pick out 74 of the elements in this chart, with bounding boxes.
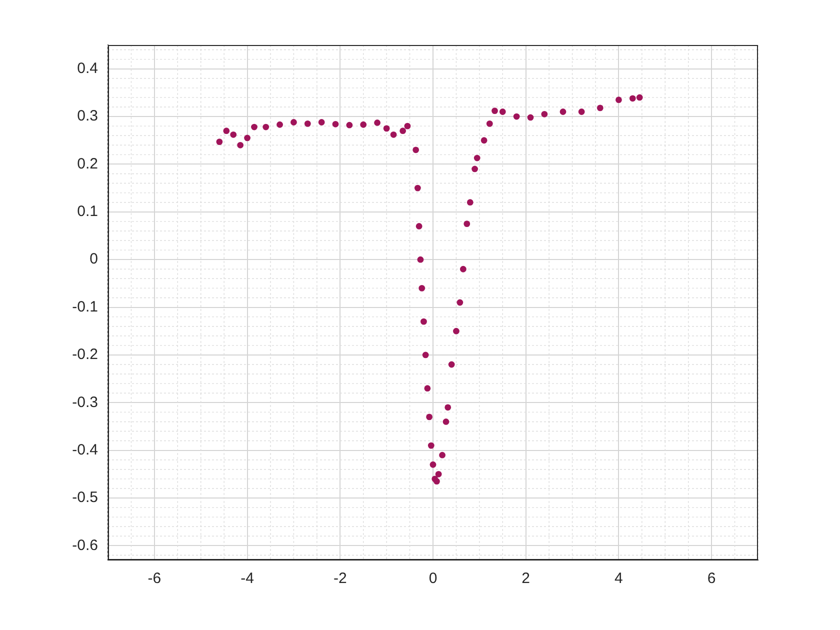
point	[435, 470, 442, 478]
x-tick-label: 6	[707, 570, 716, 588]
point	[383, 125, 390, 132]
point	[527, 114, 534, 121]
point	[499, 108, 506, 115]
point	[374, 120, 380, 126]
point	[430, 461, 436, 468]
x-tick-label: -6	[148, 570, 162, 588]
point	[474, 154, 480, 162]
point	[237, 142, 244, 148]
point	[360, 121, 367, 128]
point	[460, 266, 466, 272]
point	[404, 122, 411, 130]
point	[420, 318, 427, 325]
x-tick-label: -4	[240, 570, 254, 588]
point	[453, 328, 460, 334]
point	[578, 108, 585, 115]
point	[541, 110, 548, 118]
point	[244, 134, 250, 142]
point	[223, 128, 230, 134]
point	[480, 137, 488, 144]
point	[332, 120, 339, 128]
y-tick-label: 0.1	[77, 203, 98, 220]
point	[428, 442, 434, 449]
y-tick-label: 0.2	[77, 155, 98, 172]
point	[486, 120, 493, 127]
y-tick-label: -0.2	[72, 346, 98, 364]
point	[251, 124, 258, 130]
point	[290, 119, 297, 126]
point	[414, 184, 421, 192]
y-tick-label: -0.5	[72, 489, 98, 506]
point	[400, 128, 406, 134]
point	[466, 199, 474, 206]
y-tick-label: -0.3	[72, 394, 98, 411]
y-tick-label: -0.1	[72, 298, 98, 316]
point	[276, 121, 283, 128]
point	[417, 256, 424, 263]
x-tick-label: -2	[333, 570, 347, 588]
point	[304, 120, 311, 127]
point	[456, 299, 464, 306]
point	[426, 414, 432, 420]
point	[422, 352, 429, 358]
point	[230, 131, 237, 138]
point	[262, 124, 270, 130]
point	[390, 131, 397, 138]
point	[424, 385, 431, 392]
point	[448, 361, 455, 368]
point	[434, 478, 440, 485]
y-tick-label: 0.3	[77, 108, 98, 125]
point	[346, 122, 353, 128]
point	[596, 104, 604, 112]
point	[472, 166, 478, 172]
y-tick-label: -0.6	[72, 536, 98, 554]
point	[560, 108, 566, 115]
point	[492, 108, 498, 114]
point	[616, 96, 622, 104]
point	[318, 119, 325, 126]
point	[444, 404, 452, 411]
point	[442, 418, 450, 425]
point	[216, 138, 223, 145]
point	[636, 94, 643, 101]
point	[412, 146, 420, 154]
point	[464, 220, 470, 228]
y-tick-label: 0.4	[77, 60, 98, 77]
x-tick-label: 4	[614, 570, 623, 588]
y-tick-label: -0.4	[72, 441, 98, 458]
x-tick-label: 0	[428, 570, 438, 588]
point	[416, 223, 422, 230]
point	[629, 95, 636, 102]
point	[513, 113, 520, 120]
y-tick-label: 0	[90, 250, 98, 268]
point	[439, 452, 446, 458]
x-tick-label: 2	[522, 570, 530, 588]
point	[418, 284, 426, 292]
